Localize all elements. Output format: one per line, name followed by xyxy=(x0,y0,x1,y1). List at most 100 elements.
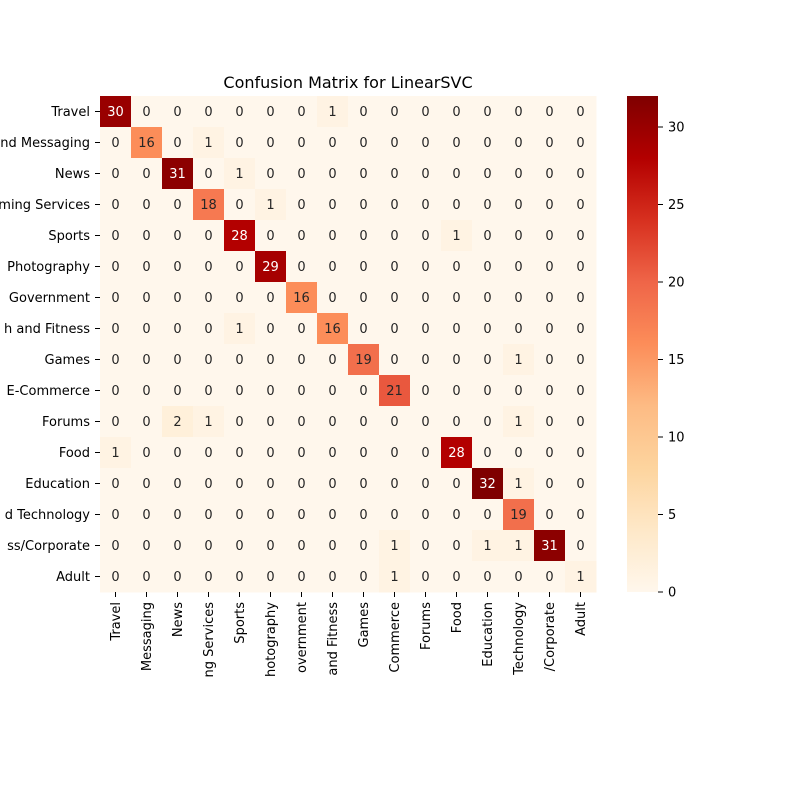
x-tick-label: Sports xyxy=(233,602,248,644)
cell-value-label: 0 xyxy=(266,291,274,306)
heatmap-cell xyxy=(441,437,473,469)
cell-value-label: 28 xyxy=(448,446,465,461)
cell-value-label: 0 xyxy=(297,229,305,244)
cell-value-label: 0 xyxy=(297,260,305,275)
cell-value-label: 0 xyxy=(142,322,150,337)
cell-value-label: 0 xyxy=(328,198,336,213)
cell-value-label: 0 xyxy=(576,477,584,492)
cell-value-label: 31 xyxy=(169,167,186,182)
y-tick-label: Government xyxy=(9,291,90,306)
heatmap-cell xyxy=(255,344,287,376)
heatmap-cell xyxy=(410,251,442,283)
colorbar-tick-label: 25 xyxy=(668,198,685,213)
cell-value-label: 0 xyxy=(452,353,460,368)
heatmap-cell xyxy=(286,530,318,562)
heatmap-cell xyxy=(131,158,163,190)
cell-value-label: 0 xyxy=(173,384,181,399)
heatmap-cell xyxy=(162,189,194,221)
heatmap-cell xyxy=(503,189,535,221)
x-tick-label: Forums xyxy=(419,602,434,650)
heatmap-cell xyxy=(348,561,380,593)
cell-value-label: 0 xyxy=(452,105,460,120)
cell-value-label: 2 xyxy=(173,415,181,430)
heatmap-cell xyxy=(162,468,194,500)
heatmap-cell xyxy=(255,499,287,531)
heatmap-cell xyxy=(472,499,504,531)
y-tick-label: Photography xyxy=(7,260,90,275)
chart-title: Confusion Matrix for LinearSVC xyxy=(223,73,472,92)
cell-value-label: 0 xyxy=(266,167,274,182)
cell-value-label: 0 xyxy=(452,260,460,275)
heatmap-cell xyxy=(193,375,225,407)
x-tick-label: overnment xyxy=(295,602,310,673)
cell-value-label: 0 xyxy=(545,322,553,337)
heatmap-cell xyxy=(534,313,566,345)
heatmap-cell xyxy=(193,127,225,159)
heatmap-cell xyxy=(286,96,318,128)
heatmap-cell xyxy=(255,561,287,593)
cell-value-label: 19 xyxy=(510,508,527,523)
heatmap-cells xyxy=(100,96,597,593)
heatmap-cell xyxy=(131,251,163,283)
heatmap-cell xyxy=(441,158,473,190)
cell-value-label: 0 xyxy=(576,384,584,399)
heatmap-cell xyxy=(410,189,442,221)
heatmap-cell xyxy=(286,189,318,221)
cell-value-label: 18 xyxy=(200,198,217,213)
heatmap-cell xyxy=(348,220,380,252)
heatmap-cell xyxy=(100,375,132,407)
cell-value-label: 0 xyxy=(390,353,398,368)
heatmap-cell xyxy=(534,127,566,159)
cell-value-label: 0 xyxy=(142,105,150,120)
heatmap-cell xyxy=(534,189,566,221)
heatmap-cell xyxy=(286,313,318,345)
cell-value-label: 0 xyxy=(328,229,336,244)
heatmap-cell xyxy=(441,189,473,221)
cell-value-label: 0 xyxy=(328,446,336,461)
cell-value-label: 0 xyxy=(359,415,367,430)
heatmap-cell xyxy=(379,375,411,407)
heatmap-cell xyxy=(472,406,504,438)
colorbar-tick-label: 30 xyxy=(668,121,685,136)
cell-value-label: 0 xyxy=(483,446,491,461)
heatmap-cell xyxy=(131,375,163,407)
cell-value-label: 0 xyxy=(483,229,491,244)
cell-value-label: 0 xyxy=(483,384,491,399)
cell-value-label: 0 xyxy=(204,446,212,461)
cell-value-label: 0 xyxy=(576,291,584,306)
cell-value-label: 0 xyxy=(576,353,584,368)
cell-value-label: 0 xyxy=(359,570,367,585)
heatmap-cell xyxy=(193,561,225,593)
cell-value-label: 0 xyxy=(204,353,212,368)
cell-value-label: 0 xyxy=(266,105,274,120)
cell-value-label: 0 xyxy=(142,198,150,213)
heatmap-cell xyxy=(503,313,535,345)
cell-value-label: 16 xyxy=(293,291,310,306)
cell-value-label: 0 xyxy=(421,508,429,523)
y-axis: Travel nd Messaging News ming Services Sport… xyxy=(0,105,100,585)
cell-value-label: 0 xyxy=(452,167,460,182)
colorbar-tick-label: 10 xyxy=(668,431,685,446)
heatmap-cell xyxy=(348,313,380,345)
heatmap-cell xyxy=(379,437,411,469)
heatmap-cell xyxy=(100,468,132,500)
cell-value-label: 0 xyxy=(421,198,429,213)
heatmap-cell xyxy=(286,344,318,376)
heatmap-cell xyxy=(224,468,256,500)
heatmap-cell xyxy=(162,437,194,469)
cell-value-label: 0 xyxy=(452,570,460,585)
cell-value-label: 0 xyxy=(545,508,553,523)
cell-value-label: 0 xyxy=(390,105,398,120)
heatmap-cell xyxy=(100,406,132,438)
heatmap-cell xyxy=(193,499,225,531)
cell-value-label: 0 xyxy=(328,415,336,430)
cell-value-label: 1 xyxy=(235,167,243,182)
heatmap-cell xyxy=(441,127,473,159)
cell-value-label: 0 xyxy=(297,384,305,399)
heatmap-cell xyxy=(534,530,566,562)
cell-value-label: 0 xyxy=(483,291,491,306)
heatmap-cell xyxy=(348,96,380,128)
y-tick-label: Sports xyxy=(48,229,90,244)
heatmap-cell xyxy=(100,561,132,593)
heatmap-cell xyxy=(348,344,380,376)
